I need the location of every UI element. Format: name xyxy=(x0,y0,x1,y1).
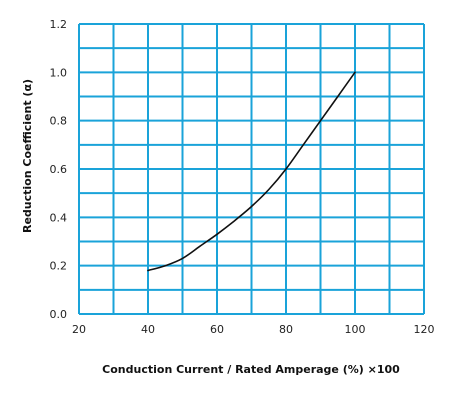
y-tick-label: 0.4 xyxy=(50,211,68,224)
x-tick-labels: 20 40 60 80 100 120 xyxy=(72,323,435,336)
series-layer xyxy=(147,71,356,272)
x-axis-title: Conduction Current / Rated Amperage (%) … xyxy=(102,363,400,376)
y-tick-label: 1.0 xyxy=(50,66,68,79)
y-tick-label: 0.6 xyxy=(50,163,68,176)
y-tick-labels: 0.0 0.2 0.4 0.6 0.8 1.0 1.2 xyxy=(50,18,68,321)
x-tick-label: 100 xyxy=(345,323,366,336)
y-axis-title: Reduction Coefficient (α) xyxy=(21,79,34,233)
y-tick-label: 1.2 xyxy=(50,18,68,31)
grid xyxy=(78,23,425,315)
y-tick-label: 0.2 xyxy=(50,260,68,273)
x-tick-label: 60 xyxy=(210,323,224,336)
x-tick-label: 40 xyxy=(141,323,155,336)
x-tick-label: 120 xyxy=(414,323,435,336)
y-tick-label: 0.0 xyxy=(50,308,68,321)
x-tick-label: 80 xyxy=(279,323,293,336)
series-line xyxy=(147,71,356,272)
y-tick-label: 0.8 xyxy=(50,115,68,128)
x-tick-label: 20 xyxy=(72,323,86,336)
